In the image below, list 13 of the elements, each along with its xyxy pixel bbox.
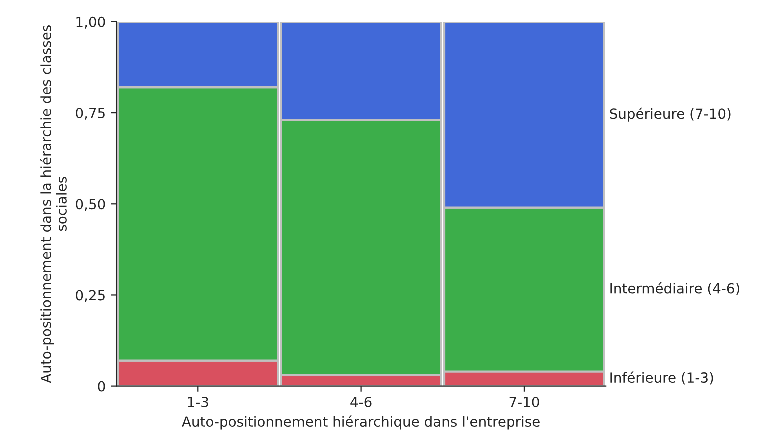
y-axis-title: Auto-positionnement dans la hiérarchie des classes sociales xyxy=(40,26,67,384)
y-tick-label: 0,50 xyxy=(76,199,106,212)
x-tick-label: 1-3 xyxy=(188,396,208,408)
x-axis-title: Auto-positionnement hiérarchique dans l'entreprise xyxy=(182,416,540,430)
y-tick-label: 0,25 xyxy=(76,290,105,302)
x-tick-label: 7-10 xyxy=(510,396,540,408)
series-label: Inférieure (1-3) xyxy=(610,372,714,385)
y-tick-label: 0,75 xyxy=(76,108,105,120)
series-label: Intermédiaire (4-6) xyxy=(610,282,740,296)
x-tick-label: 4-6 xyxy=(350,396,372,408)
y-tick-label: 1,00 xyxy=(76,16,106,29)
y-tick-label: 0 xyxy=(98,381,106,392)
series-label: Supérieure (7-10) xyxy=(610,108,731,122)
